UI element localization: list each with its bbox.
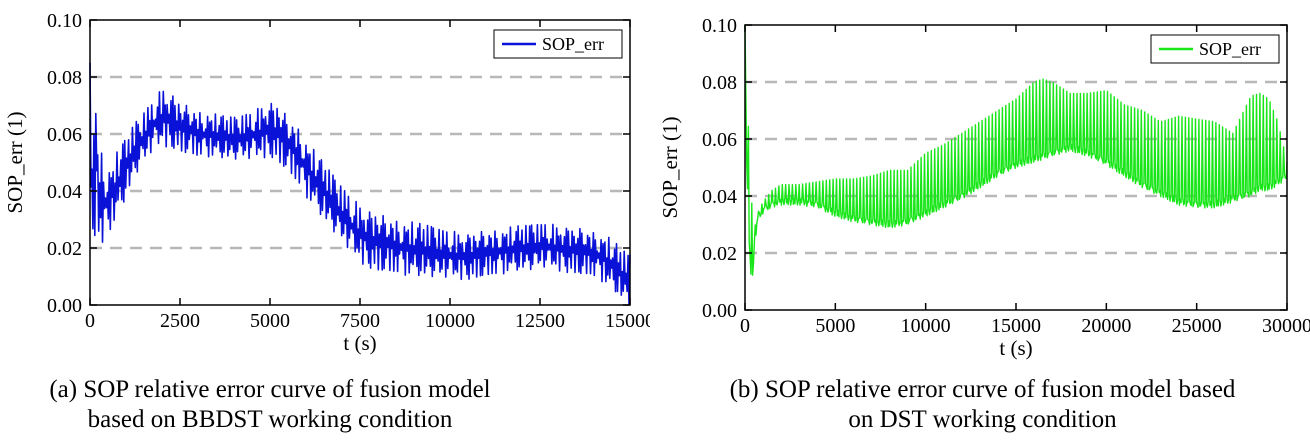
chart-a-x-axis-label: t (s) [343,331,376,355]
caption-b-line-1: (b) SOP relative error curve of fusion m… [729,376,1236,403]
chart-b-y-ticks: 0.00 0.02 0.04 0.06 0.08 0.10 [702,15,1287,322]
chart-panel-a: 0.00 0.02 0.04 0.06 0.08 0.10 0 2500 5000 7500 100… [0,0,655,443]
caption-b: (b) SOP relative error curve of fusion m… [655,375,1310,435]
chart-b-x-tick-label-5: 25000 [1172,315,1222,337]
chart-a-x-tick-label-4: 10000 [425,310,475,332]
chart-b-legend: SOP_err [1150,34,1280,64]
chart-a-x-tick-label-1: 2500 [160,310,200,332]
chart-b-y-tick-label-3: 0.06 [702,129,737,151]
chart-b-series-line [744,24,1288,276]
chart-a-y-tick-label-3: 0.06 [47,124,82,146]
chart-b-x-ticks: 0 5000 10000 15000 20000 25000 30000 [740,25,1310,337]
chart-b-x-tick-label-4: 20000 [1081,315,1131,337]
chart-b-y-tick-label-0: 0.00 [702,300,737,322]
chart-b-y-tick-label-4: 0.08 [702,72,737,94]
chart-b-y-tick-label-1: 0.02 [702,243,737,265]
chart-a-legend-label: SOP_err [542,34,604,54]
chart-a-x-tick-label-0: 0 [85,310,95,332]
chart-b-x-tick-label-6: 30000 [1262,315,1310,337]
caption-b-line-2: on DST working condition [848,406,1117,433]
chart-a-y-axis-label: SOP_err (1) [3,111,27,213]
chart-a-y-tick-label-0: 0.00 [47,295,82,317]
chart-a-plot-frame [89,19,631,306]
chart-b-legend-label: SOP_err [1199,39,1261,59]
chart-b-x-tick-label-0: 0 [740,315,750,337]
chart-b-x-tick-label-2: 10000 [901,315,951,337]
chart-a-x-ticks: 0 2500 5000 7500 10000 12500 15000 [85,20,655,332]
chart-a-y-tick-label-1: 0.02 [47,238,82,260]
chart-b-x-tick-label-1: 5000 [815,315,855,337]
chart-b-x-axis-label: t (s) [999,336,1032,360]
caption-a: (a) SOP relative error curve of fusion m… [0,375,540,435]
chart-a-legend: SOP_err [493,29,623,59]
caption-a-line-2: based on BBDST working condition [87,406,453,433]
chart-b: 0.00 0.02 0.04 0.06 0.08 0.10 0 5000 10000 15000 2… [658,15,1310,360]
chart-b-y-axis-label: SOP_err (1) [658,116,682,218]
chart-a-x-tick-label-5: 12500 [515,310,565,332]
chart-a-y-tick-label-2: 0.04 [47,181,82,203]
caption-a-line-1: (a) SOP relative error curve of fusion m… [49,376,491,403]
chart-b-x-tick-label-3: 15000 [991,315,1041,337]
chart-a-series-line [89,62,631,306]
chart-a-x-tick-label-2: 5000 [250,310,290,332]
chart-a-x-tick-label-6: 15000 [605,310,650,332]
chart-a-y-tick-label-4: 0.08 [47,67,82,89]
chart-a-x-tick-label-3: 7500 [340,310,380,332]
chart-b-y-tick-label-5: 0.10 [702,15,737,37]
chart-panel-b: 0.00 0.02 0.04 0.06 0.08 0.10 0 5000 10000 15000 2… [655,0,1310,443]
chart-b-y-tick-label-2: 0.04 [702,186,737,208]
chart-a-y-ticks: 0.00 0.02 0.04 0.06 0.08 0.10 [47,10,630,317]
chart-a: 0.00 0.02 0.04 0.06 0.08 0.10 0 2500 5000 7500 100… [3,10,655,355]
chart-a-y-tick-label-5: 0.10 [47,10,82,32]
